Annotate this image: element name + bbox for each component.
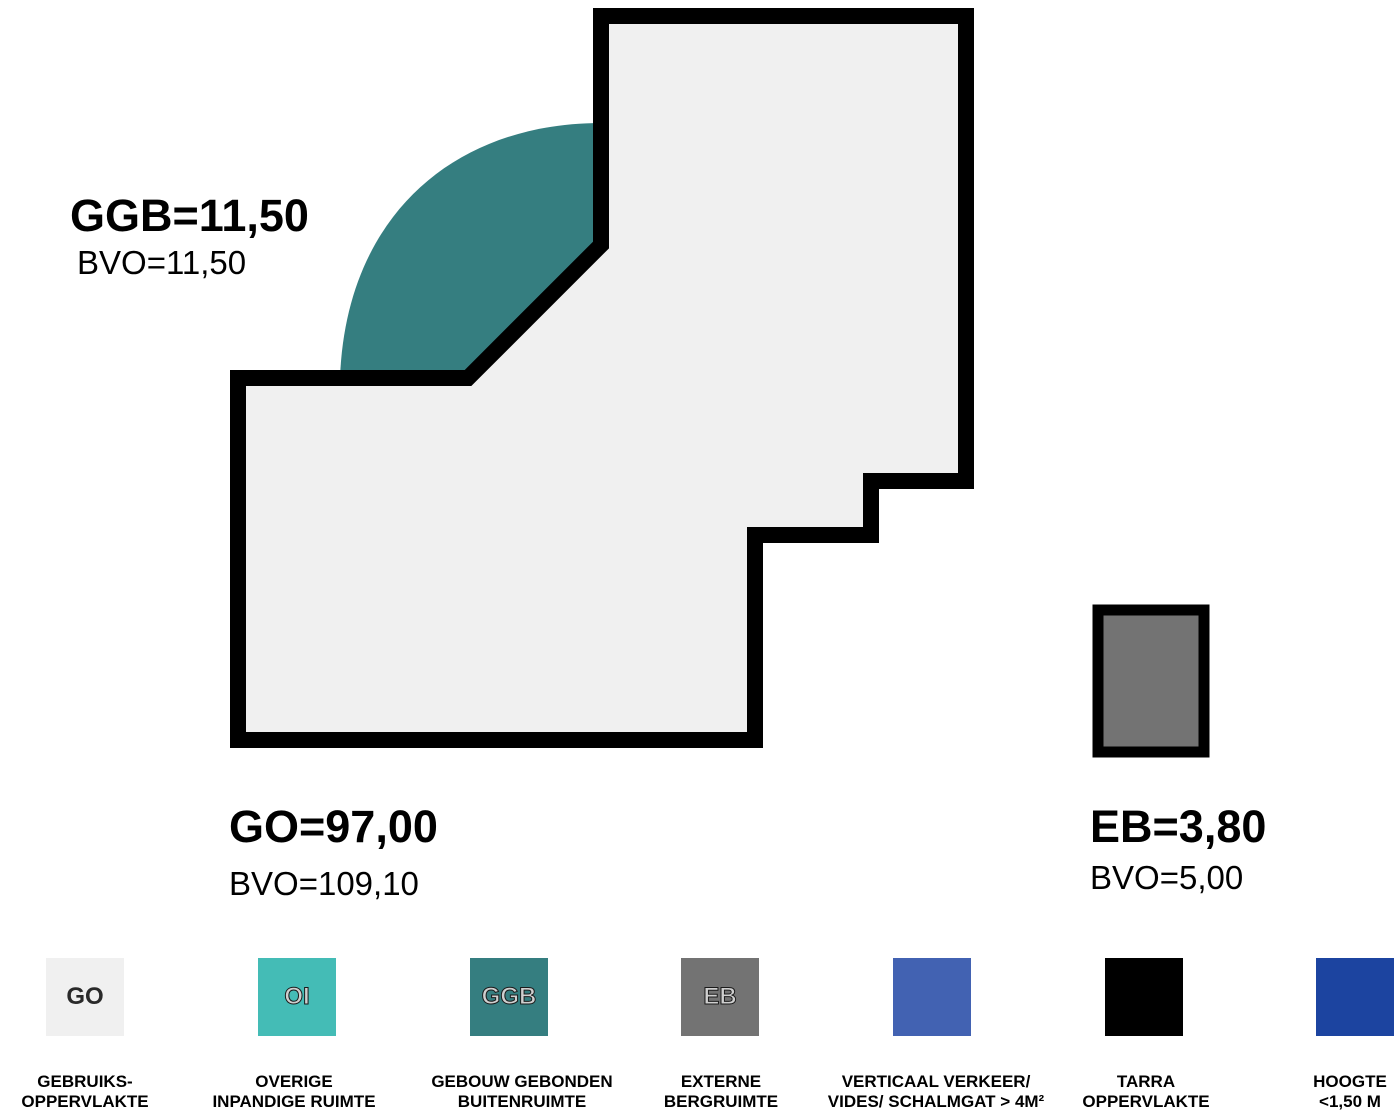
legend-label-line: OVERIGE (255, 1072, 333, 1091)
go-bvo: BVO=109,10 (229, 865, 419, 902)
eb-bvo: BVO=5,00 (1090, 859, 1244, 896)
legend-label-vertical-traffic: VERTICAAL VERKEER/ VIDES/ SCHALMGAT > 4M… (815, 1072, 1057, 1112)
legend-label-eb: EXTERNE BERGRUIMTE (606, 1072, 836, 1112)
legend-code-ggb: GGB (481, 983, 537, 1011)
legend-label-line: VIDES/ SCHALMGAT > 4M² (827, 1092, 1045, 1111)
legend-label-line: OPPERVLAKTE (1082, 1092, 1210, 1111)
legend-label-line: OPPERVLAKTE (21, 1092, 149, 1111)
legend-swatch-ggb: GGB (470, 958, 548, 1036)
legend-label-line: VERTICAAL VERKEER/ (841, 1072, 1031, 1091)
legend-label-line: BUITENRUIMTE (457, 1092, 587, 1111)
ggb-area (340, 123, 601, 378)
legend-label-line: BERGRUIMTE (663, 1092, 779, 1111)
ggb-bvo: BVO=11,50 (77, 244, 247, 281)
legend-label-oi: OVERIGE INPANDIGE RUIMTE (179, 1072, 409, 1112)
legend-swatch-eb: EB (681, 958, 759, 1036)
legend-label-tarra: TARRA OPPERVLAKTE (1066, 1072, 1226, 1112)
eb-area (1092, 604, 1210, 758)
legend-label-height: HOOGTE <1,50 M (1300, 1072, 1400, 1112)
legend-code-go: GO (66, 983, 104, 1010)
legend-label-line: HOOGTE (1313, 1072, 1387, 1091)
legend-label-ggb: GEBOUW GEBONDEN BUITENRUIMTE (407, 1072, 637, 1112)
legend-label-line: EXTERNE (680, 1072, 762, 1091)
legend-label-line: INPANDIGE RUIMTE (212, 1092, 376, 1111)
ggb-title: GGB=11,50 (70, 190, 309, 241)
go-area (230, 8, 974, 748)
go-title: GO=97,00 (229, 801, 438, 852)
legend-label-line: <1,50 M (1319, 1092, 1381, 1111)
legend-code-oi: OI (284, 983, 310, 1011)
legend-label-go: GEBRUIKS- OPPERVLAKTE (0, 1072, 200, 1112)
eb-title: EB=3,80 (1090, 801, 1267, 852)
legend-swatch-vertical-traffic (893, 958, 971, 1036)
legend-swatch-tarra (1105, 958, 1183, 1036)
legend-code-eb: EB (703, 983, 737, 1011)
legend-label-line: TARRA (1116, 1072, 1176, 1091)
legend-swatch-height (1316, 958, 1394, 1036)
legend-swatch-oi: OI (258, 958, 336, 1036)
legend-label-line: GEBOUW GEBONDEN (431, 1072, 613, 1091)
legend-label-line: GEBRUIKS- (37, 1072, 133, 1091)
legend-swatch-go: GO (46, 958, 124, 1036)
